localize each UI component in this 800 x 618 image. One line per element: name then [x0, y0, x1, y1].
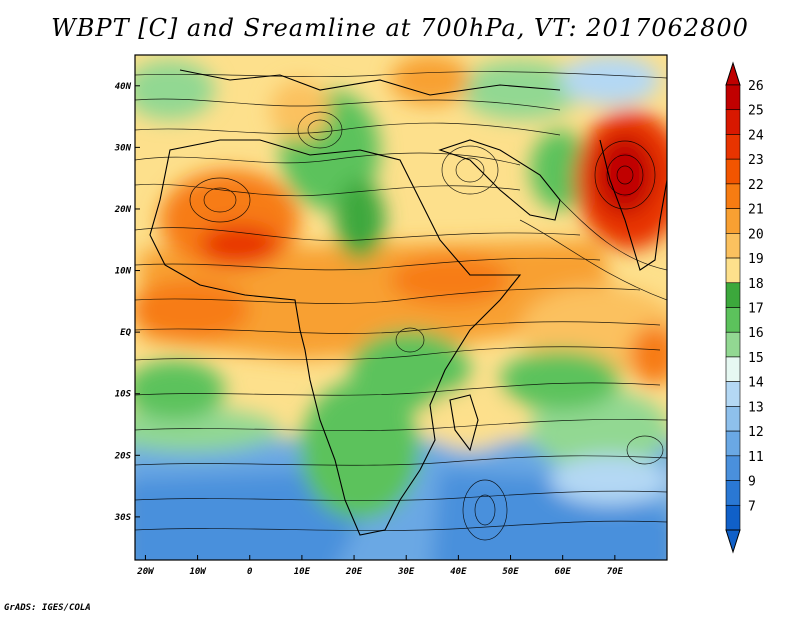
- colorbar-label: 13: [748, 400, 764, 415]
- lon-label: 20E: [345, 567, 363, 577]
- colorbar-top-arrow: [725, 61, 741, 86]
- colorbar-swatch: [725, 183, 741, 209]
- colorbar-label: 26: [748, 79, 764, 94]
- plot-frame: [134, 54, 668, 561]
- lon-label: 30E: [397, 567, 415, 577]
- colorbar-swatch: [725, 381, 741, 407]
- colorbar-bottom-arrow: [725, 529, 741, 554]
- colorbar-label: 25: [748, 104, 764, 119]
- coastline: [149, 69, 667, 536]
- colorbar-label: 18: [748, 277, 764, 292]
- lat-label: 40N: [115, 82, 132, 92]
- colorbar-label: 7: [748, 499, 756, 514]
- colorbar-label: 24: [748, 128, 764, 143]
- colorbar-swatch: [725, 208, 741, 234]
- colorbar-label: 11: [748, 450, 764, 465]
- lon-label: 20W: [136, 567, 155, 577]
- colorbar-label: 20: [748, 227, 764, 242]
- colorbar-label: 17: [748, 302, 764, 317]
- colorbar-label: 16: [748, 326, 764, 341]
- colorbar-label: 21: [748, 203, 764, 218]
- colorbar-swatch: [725, 282, 741, 308]
- lon-label: 40E: [450, 567, 467, 577]
- lat-label: 20N: [114, 205, 132, 215]
- colorbar-swatch: [725, 134, 741, 160]
- lon-label: 70E: [607, 567, 624, 577]
- lat-label: 30N: [114, 143, 132, 153]
- longitude-axis: 20W 10W 0 10E 20E 30E 40E 50E 60E 70E: [136, 555, 624, 577]
- colorbar-label: 15: [748, 351, 764, 366]
- colorbar-swatch: [725, 406, 741, 432]
- colorbar-swatch: [725, 430, 741, 457]
- colorbar-swatch: [725, 257, 741, 284]
- colorbar-label: 9: [748, 475, 756, 490]
- streamlines: [135, 71, 667, 541]
- lon-label: 60E: [555, 567, 572, 577]
- colorbar-swatch: [725, 356, 741, 382]
- lat-label: 20S: [114, 451, 132, 461]
- lon-label: 0: [247, 567, 253, 577]
- colorbar-swatch: [725, 233, 741, 259]
- colorbar-swatch: [725, 109, 741, 135]
- lat-label: 10S: [115, 390, 132, 400]
- colorbar-swatch: [725, 158, 741, 185]
- colorbar-label: 22: [748, 178, 764, 193]
- colorbar-label: 19: [748, 252, 764, 267]
- lat-label: EQ: [120, 328, 131, 338]
- colorbar-swatch: [725, 504, 741, 531]
- colorbar-swatch: [725, 331, 741, 358]
- colorbar-label: 14: [748, 376, 764, 391]
- colorbar-label: 23: [748, 153, 764, 168]
- wbpt-field: [135, 55, 667, 560]
- colorbar-swatch: [725, 455, 741, 481]
- lon-label: 10E: [294, 567, 311, 577]
- grads-credit: GrADS: IGES/COLA: [4, 603, 91, 613]
- lat-label: 10N: [115, 267, 132, 277]
- latitude-axis: 40N 30N 20N 10N EQ 10S 20S 30S: [114, 82, 140, 523]
- colorbar-label: 12: [748, 425, 764, 440]
- lon-label: 50E: [502, 567, 519, 577]
- colorbar: 26 25 24 23 22 21 20 19 18 17 16 15 14 13 12 11 9 7: [725, 61, 764, 554]
- colorbar-swatch: [725, 84, 741, 111]
- lat-label: 30S: [114, 513, 132, 523]
- colorbar-swatch: [725, 307, 741, 333]
- colorbar-swatch: [725, 480, 741, 506]
- chart-title: WBPT [C] and Sreamline at 700hPa, VT: 20…: [51, 14, 749, 42]
- lon-label: 10W: [189, 567, 207, 577]
